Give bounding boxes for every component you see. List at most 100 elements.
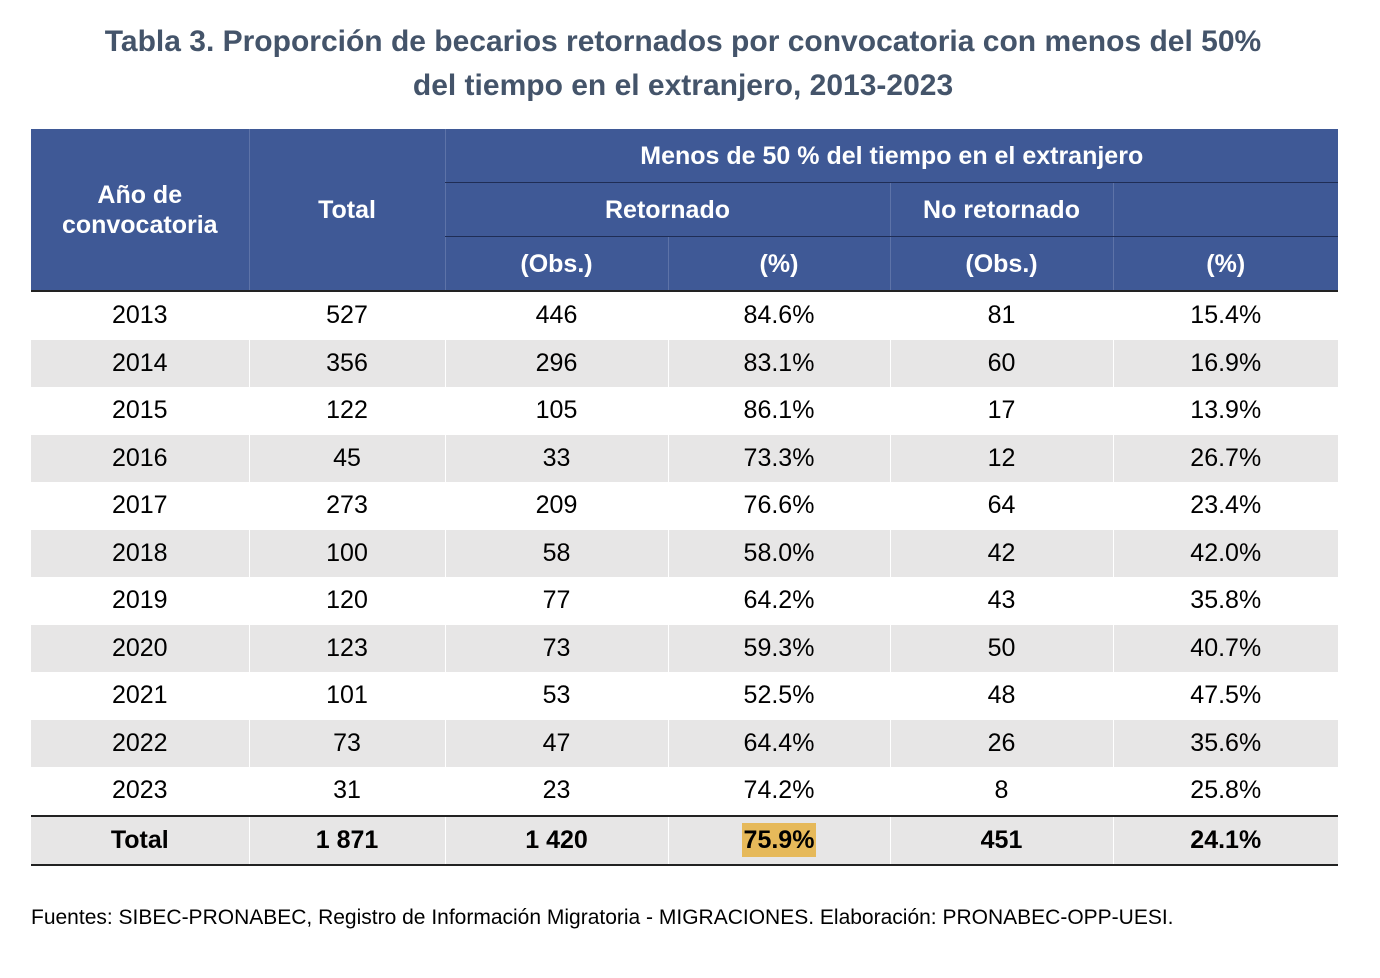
cell-not-returned-pct: 35.6% bbox=[1112, 719, 1338, 767]
total-not-returned-obs: 451 bbox=[889, 814, 1113, 866]
cell-returned-obs: 296 bbox=[444, 339, 668, 387]
cell-year: 2016 bbox=[31, 434, 249, 482]
cell-not-returned-obs: 12 bbox=[889, 434, 1113, 482]
table-title-line-2: del tiempo en el extranjero, 2013-2023 bbox=[412, 69, 954, 102]
cell-not-returned-obs: 42 bbox=[889, 529, 1113, 577]
cell-year: 2015 bbox=[111, 396, 168, 425]
cell-total: 123 bbox=[248, 624, 445, 672]
cell-total: 273 bbox=[248, 482, 445, 530]
header-not-returned: No retornado bbox=[889, 182, 1113, 237]
total-label: Total bbox=[31, 814, 249, 866]
cell-returned-pct: 52.5% bbox=[667, 672, 890, 720]
cell-not-returned-obs: 64 bbox=[889, 482, 1113, 530]
cell-returned-pct: 84.6% bbox=[667, 291, 890, 340]
cell-year: 2013 bbox=[111, 301, 168, 330]
table-row: 2016 45 33 73.3% 12 26.7% bbox=[31, 434, 1338, 482]
table-row: 2017 273 209 76.6% 64 23.4% bbox=[31, 482, 1338, 530]
header-total: Total bbox=[248, 129, 445, 292]
cell-not-returned-obs: 8 bbox=[889, 767, 1113, 816]
table-row: 2021 101 53 52.5% 48 47.5% bbox=[31, 672, 1338, 720]
cell-returned-pct: 74.2% bbox=[667, 767, 890, 816]
total-returned-pct: 75.9% bbox=[667, 814, 890, 866]
highlighted-value: 75.9% bbox=[741, 823, 817, 857]
cell-not-returned-pct: 16.9% bbox=[1112, 339, 1338, 387]
cell-returned-obs: 73 bbox=[444, 624, 668, 672]
cell-year: 2019 bbox=[111, 586, 168, 615]
cell-returned-obs: 53 bbox=[444, 672, 668, 720]
header-year: Año de convocatoria bbox=[31, 129, 249, 292]
cell-not-returned-pct: 47.5% bbox=[1112, 672, 1338, 720]
table-row: 2022 73 47 64.4% 26 35.6% bbox=[31, 719, 1338, 767]
cell-returned-obs: 209 bbox=[444, 482, 668, 530]
cell-total: 527 bbox=[248, 291, 445, 340]
cell-year: 2018 bbox=[31, 529, 249, 577]
source-note: Fuentes: SIBEC-PRONABEC, Registro de Inf… bbox=[31, 906, 1174, 929]
cell-returned-obs: 23 bbox=[444, 767, 668, 816]
cell-not-returned-obs: 26 bbox=[889, 719, 1113, 767]
cell-returned-pct: 83.1% bbox=[667, 339, 890, 387]
table-row: 2020 123 73 59.3% 50 40.7% bbox=[31, 624, 1338, 672]
cell-year: 2022 bbox=[31, 719, 249, 767]
header-returned-obs: (Obs.) bbox=[444, 236, 668, 292]
cell-returned-pct: 86.1% bbox=[667, 387, 890, 435]
cell-total: 100 bbox=[248, 529, 445, 577]
cell-not-returned-obs: 60 bbox=[889, 339, 1113, 387]
cell-not-returned-pct: 26.7% bbox=[1112, 434, 1338, 482]
header-not-returned-obs: (Obs.) bbox=[889, 236, 1113, 292]
table-row: 2023 31 23 74.2% 8 25.8% bbox=[31, 767, 1338, 816]
cell-total: 31 bbox=[248, 767, 445, 816]
cell-not-returned-pct: 40.7% bbox=[1112, 624, 1338, 672]
cell-returned-obs: 47 bbox=[444, 719, 668, 767]
table-row: 2014 356 296 83.1% 60 16.9% bbox=[31, 339, 1338, 387]
cell-not-returned-pct: 23.4% bbox=[1112, 482, 1338, 530]
total-total: 1 871 bbox=[248, 814, 445, 866]
cell-not-returned-pct: 15.4% bbox=[1112, 291, 1338, 340]
cell-returned-obs: 58 bbox=[444, 529, 668, 577]
cell-not-returned-obs: 81 bbox=[889, 291, 1113, 340]
cell-total: 45 bbox=[248, 434, 445, 482]
cell-not-returned-obs: 17 bbox=[889, 387, 1113, 435]
cell-returned-pct: 76.6% bbox=[667, 482, 890, 530]
table-row: 2013 527 446 84.6% 81 15.4% bbox=[31, 291, 1338, 340]
cell-total: 356 bbox=[248, 339, 445, 387]
table-title: Tabla 3. Proporción de becarios retornad… bbox=[0, 20, 1366, 108]
header-group: Menos de 50 % del tiempo en el extranjer… bbox=[444, 129, 1338, 183]
cell-year: 2020 bbox=[31, 624, 249, 672]
cell-year: 2014 bbox=[31, 339, 249, 387]
cell-total: 101 bbox=[248, 672, 445, 720]
cell-not-returned-pct: 35.8% bbox=[1112, 577, 1338, 625]
cell-not-returned-pct: 13.9% bbox=[1112, 387, 1338, 435]
table-row: 2015 122 105 86.1% 17 13.9% bbox=[31, 387, 1338, 435]
cell-returned-pct: 64.4% bbox=[667, 719, 890, 767]
cell-year: 2021 bbox=[111, 681, 168, 710]
table-header: Año de convocatoria Total Menos de 50 % … bbox=[31, 129, 1338, 292]
cell-total: 122 bbox=[248, 387, 445, 435]
total-returned-obs: 1 420 bbox=[444, 814, 668, 866]
cell-total: 73 bbox=[248, 719, 445, 767]
cell-returned-pct: 73.3% bbox=[667, 434, 890, 482]
header-not-returned-pct: (%) bbox=[1112, 236, 1338, 292]
table-row: 2018 100 58 58.0% 42 42.0% bbox=[31, 529, 1338, 577]
cell-year: 2017 bbox=[111, 491, 168, 520]
cell-returned-pct: 58.0% bbox=[667, 529, 890, 577]
cell-returned-obs: 105 bbox=[444, 387, 668, 435]
total-not-returned-pct: 24.1% bbox=[1112, 814, 1338, 866]
cell-not-returned-obs: 48 bbox=[889, 672, 1113, 720]
cell-not-returned-pct: 25.8% bbox=[1112, 767, 1338, 816]
cell-returned-pct: 64.2% bbox=[667, 577, 890, 625]
cell-year: 2023 bbox=[111, 776, 168, 805]
header-empty bbox=[1112, 182, 1338, 237]
table-body: 2013 527 446 84.6% 81 15.4% 2014 356 296 83.1% 60 1… bbox=[31, 291, 1338, 866]
cell-not-returned-obs: 43 bbox=[889, 577, 1113, 625]
cell-returned-pct: 59.3% bbox=[667, 624, 890, 672]
cell-returned-obs: 33 bbox=[444, 434, 668, 482]
cell-returned-obs: 446 bbox=[444, 291, 668, 340]
table-title-line-1: Tabla 3. Proporción de becarios retornad… bbox=[104, 25, 1262, 58]
cell-not-returned-pct: 42.0% bbox=[1112, 529, 1338, 577]
table-row: 2019 120 77 64.2% 43 35.8% bbox=[31, 577, 1338, 625]
cell-not-returned-obs: 50 bbox=[889, 624, 1113, 672]
header-returned-pct: (%) bbox=[667, 236, 890, 292]
total-row: Total 1 871 1 420 75.9% 451 24.1% bbox=[31, 814, 1338, 866]
header-returned: Retornado bbox=[444, 182, 890, 237]
cell-total: 120 bbox=[248, 577, 445, 625]
